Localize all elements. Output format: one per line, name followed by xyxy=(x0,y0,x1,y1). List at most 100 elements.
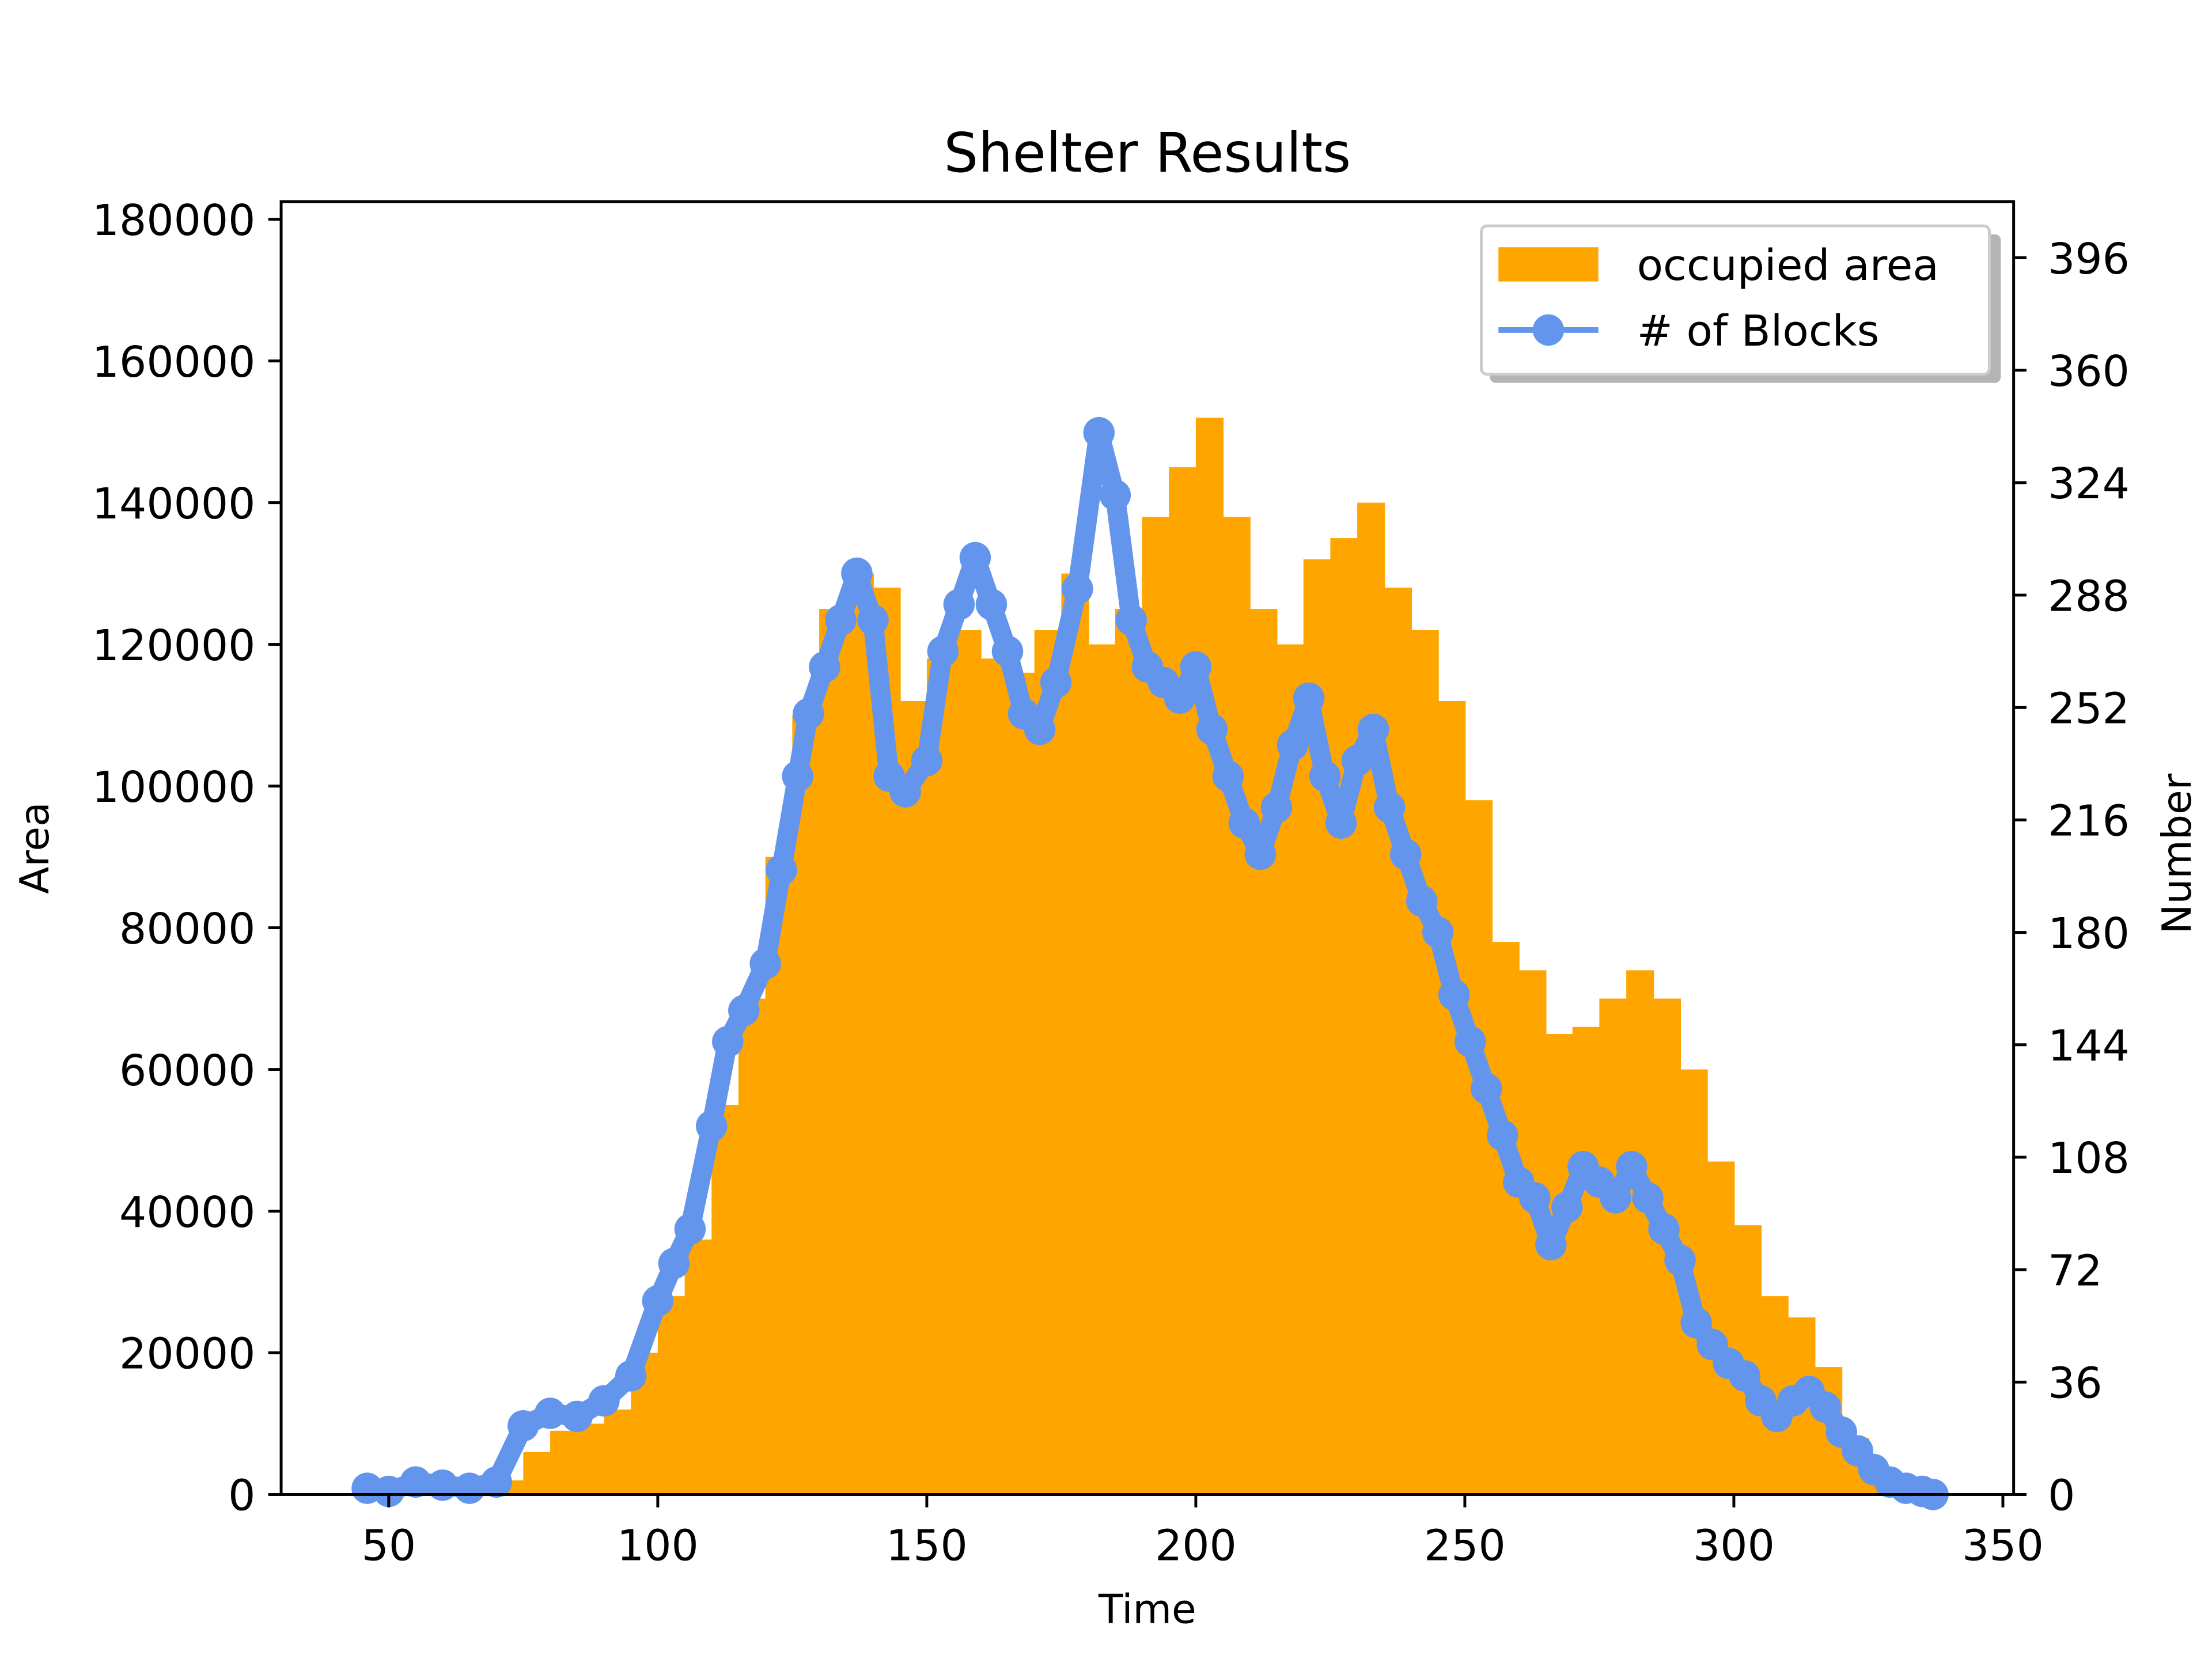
area-bar xyxy=(1411,630,1439,1495)
y2-tick-label: 324 xyxy=(2048,459,2130,509)
blocks-point xyxy=(749,948,781,980)
blocks-point xyxy=(373,1475,405,1508)
blocks-point xyxy=(1487,1119,1518,1152)
blocks-point xyxy=(1228,807,1260,839)
y-tick-label: 20000 xyxy=(119,1329,255,1379)
area-bar xyxy=(1195,418,1224,1495)
blocks-point xyxy=(1632,1182,1664,1214)
blocks-point xyxy=(1471,1073,1502,1104)
y-tick-label: 0 xyxy=(228,1471,255,1521)
y2-tick-label: 180 xyxy=(2048,908,2130,959)
blocks-point xyxy=(1600,1182,1631,1214)
blocks-point xyxy=(857,604,889,636)
blocks-point xyxy=(1357,713,1389,745)
area-bar xyxy=(684,1239,713,1495)
blocks-point xyxy=(1809,1391,1841,1423)
blocks-point xyxy=(889,776,921,808)
area-bar xyxy=(1007,672,1036,1495)
area-bar xyxy=(900,701,928,1495)
y2-tick-label: 360 xyxy=(2048,346,2130,396)
area-bar xyxy=(1330,538,1358,1495)
x-tick-label: 150 xyxy=(886,1520,968,1570)
area-bar xyxy=(1384,588,1412,1495)
blocks-point xyxy=(1062,573,1093,605)
blocks-point xyxy=(1373,791,1406,823)
y2-tick-label: 396 xyxy=(2048,234,2130,284)
area-bar xyxy=(926,658,955,1495)
blocks-point xyxy=(1309,760,1341,792)
blocks-point xyxy=(615,1360,647,1392)
area-bar xyxy=(523,1452,551,1495)
blocks-point xyxy=(534,1397,566,1429)
area-bar xyxy=(1222,517,1251,1495)
area-bar xyxy=(657,1296,686,1495)
blocks-point xyxy=(1616,1150,1647,1183)
blocks-point xyxy=(561,1400,593,1433)
blocks-point xyxy=(991,635,1024,667)
area-bar xyxy=(1464,800,1493,1495)
area-bar xyxy=(1061,573,1089,1495)
x-tick-label: 300 xyxy=(1693,1520,1775,1570)
blocks-point xyxy=(696,1110,728,1142)
y2-axis-label: Number xyxy=(2154,773,2200,934)
y2-tick-label: 216 xyxy=(2048,796,2130,846)
y2-tick-label: 144 xyxy=(2048,1021,2130,1071)
blocks-point xyxy=(766,854,797,886)
y-tick-label: 80000 xyxy=(119,904,255,954)
blocks-point xyxy=(1115,604,1147,636)
x-axis-label: Time xyxy=(1098,1586,1196,1633)
area-bar xyxy=(550,1430,578,1495)
blocks-point xyxy=(1406,885,1438,917)
blocks-point xyxy=(927,635,959,667)
area-bar xyxy=(711,1105,740,1495)
x-tick-label: 350 xyxy=(1962,1520,2044,1570)
x-tick-label: 50 xyxy=(362,1520,416,1570)
area-bar xyxy=(1034,630,1062,1495)
y-axis-label: Area xyxy=(12,802,58,894)
area-bar xyxy=(1249,609,1278,1495)
blocks-point xyxy=(1196,713,1228,745)
y2-tick-label: 288 xyxy=(2048,571,2130,621)
blocks-point xyxy=(400,1466,431,1498)
blocks-point xyxy=(1438,979,1470,1011)
blocks-point xyxy=(658,1248,690,1279)
area-bar xyxy=(819,609,847,1495)
plot-frame xyxy=(279,200,2016,1496)
area-bar xyxy=(1088,644,1116,1495)
blocks-point xyxy=(1341,745,1373,777)
blocks-point xyxy=(588,1385,620,1417)
blocks-point xyxy=(712,1026,744,1058)
area-bar xyxy=(953,630,982,1495)
blocks-point xyxy=(728,994,760,1027)
area-bar xyxy=(1357,502,1385,1495)
blocks-point xyxy=(1389,838,1422,870)
y-tick-label: 180000 xyxy=(92,195,256,245)
blocks-point xyxy=(674,1213,706,1245)
y2-tick-label: 0 xyxy=(2048,1471,2075,1521)
blocks-point xyxy=(1551,1191,1583,1223)
area-bar xyxy=(604,1409,632,1495)
blocks-point xyxy=(642,1285,674,1317)
blocks-point xyxy=(1260,791,1293,823)
area-bar xyxy=(1438,701,1466,1495)
blocks-point xyxy=(427,1469,459,1501)
y-tick-label: 160000 xyxy=(92,337,256,387)
area-bar xyxy=(1115,609,1143,1495)
x-tick-label: 250 xyxy=(1424,1520,1506,1570)
x-tick-label: 200 xyxy=(1155,1520,1237,1570)
blocks-point xyxy=(975,589,1007,620)
y-tick-label: 120000 xyxy=(92,620,256,671)
y-tick-label: 100000 xyxy=(92,762,256,812)
blocks-point xyxy=(782,760,813,792)
y2-tick-label: 36 xyxy=(2048,1358,2103,1408)
legend-box xyxy=(1480,224,1991,376)
area-bar xyxy=(846,573,874,1495)
area-bar xyxy=(738,998,767,1495)
blocks-point xyxy=(1680,1307,1712,1339)
blocks-point xyxy=(1729,1360,1760,1392)
blocks-point xyxy=(911,745,943,777)
blocks-point xyxy=(507,1410,539,1442)
blocks-point xyxy=(1664,1244,1696,1277)
area-bar xyxy=(1169,467,1197,1495)
y-axis-ticks: 0 20000 40000 60000 80000 100000 120000 140000 1… xyxy=(92,195,282,1521)
